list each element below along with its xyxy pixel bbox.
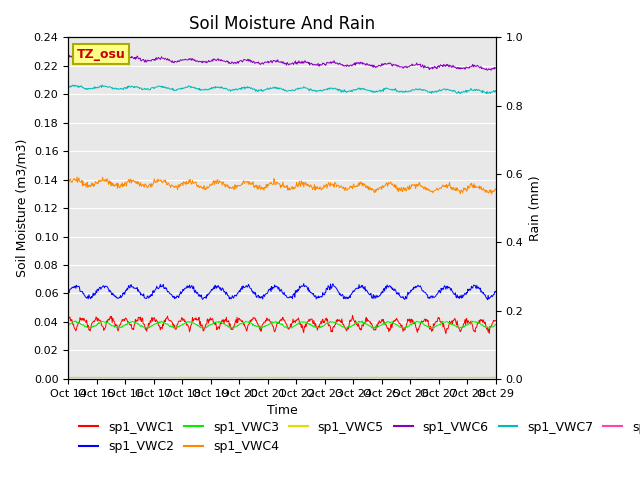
- sp1_VWC2: [300, 281, 308, 287]
- sp1_VWC2: [159, 281, 167, 287]
- sp1_Rain: [64, 376, 72, 382]
- sp1_VWC2: [116, 295, 124, 300]
- sp1_VWC7: [73, 83, 81, 88]
- sp1_VWC5: [492, 374, 500, 380]
- sp1_VWC7: [334, 86, 342, 92]
- sp1_VWC7: [116, 86, 124, 92]
- sp1_VWC5: [161, 374, 168, 380]
- sp1_VWC6: [492, 65, 500, 71]
- sp1_VWC5: [117, 374, 125, 380]
- sp1_Rain: [492, 376, 500, 382]
- Line: sp1_VWC6: sp1_VWC6: [68, 55, 496, 70]
- Line: sp1_VWC3: sp1_VWC3: [68, 321, 496, 328]
- sp1_VWC2: [64, 289, 72, 295]
- sp1_VWC7: [64, 84, 72, 90]
- Y-axis label: Rain (mm): Rain (mm): [529, 175, 542, 241]
- Line: sp1_VWC2: sp1_VWC2: [68, 284, 496, 300]
- sp1_VWC4: [73, 174, 81, 180]
- sp1_VWC7: [69, 82, 77, 88]
- Text: TZ_osu: TZ_osu: [77, 48, 125, 60]
- sp1_VWC3: [72, 318, 80, 324]
- sp1_VWC3: [64, 322, 72, 327]
- sp1_VWC4: [116, 183, 124, 189]
- sp1_VWC3: [182, 320, 190, 326]
- sp1_VWC1: [182, 320, 190, 325]
- sp1_VWC3: [116, 324, 124, 330]
- sp1_VWC1: [333, 319, 341, 325]
- Line: sp1_VWC7: sp1_VWC7: [68, 85, 496, 94]
- sp1_Rain: [116, 376, 124, 382]
- sp1_VWC2: [346, 295, 354, 300]
- sp1_VWC4: [72, 177, 80, 182]
- sp1_VWC2: [72, 286, 80, 291]
- sp1_VWC2: [334, 288, 342, 293]
- sp1_VWC4: [160, 178, 168, 183]
- sp1_VWC6: [334, 60, 342, 66]
- sp1_VWC6: [160, 56, 168, 61]
- sp1_Rain: [346, 376, 353, 382]
- sp1_VWC7: [182, 85, 190, 91]
- sp1_VWC5: [334, 374, 342, 380]
- sp1_VWC4: [492, 186, 500, 192]
- sp1_Rain: [182, 376, 190, 382]
- Y-axis label: Soil Moisture (m3/m3): Soil Moisture (m3/m3): [15, 139, 28, 277]
- sp1_VWC4: [64, 181, 72, 187]
- sp1_VWC3: [160, 319, 168, 325]
- sp1_VWC1: [492, 318, 500, 324]
- sp1_VWC7: [492, 88, 500, 94]
- sp1_VWC6: [99, 52, 107, 58]
- sp1_VWC3: [346, 324, 354, 330]
- sp1_VWC7: [456, 91, 464, 96]
- sp1_VWC3: [371, 325, 379, 331]
- sp1_VWC6: [72, 53, 80, 59]
- sp1_VWC5: [73, 374, 81, 380]
- sp1_VWC1: [116, 322, 124, 328]
- sp1_VWC1: [72, 328, 80, 334]
- sp1_VWC4: [346, 183, 354, 189]
- sp1_VWC7: [160, 84, 168, 90]
- sp1_Rain: [72, 376, 80, 382]
- X-axis label: Time: Time: [267, 404, 298, 417]
- sp1_Rain: [159, 376, 167, 382]
- sp1_VWC4: [334, 183, 342, 189]
- sp1_VWC4: [488, 191, 495, 197]
- sp1_VWC5: [72, 374, 80, 380]
- sp1_VWC6: [116, 56, 124, 62]
- sp1_VWC3: [492, 322, 500, 327]
- sp1_VWC1: [442, 331, 450, 336]
- sp1_VWC1: [159, 323, 167, 328]
- sp1_VWC6: [64, 55, 72, 61]
- sp1_VWC1: [64, 315, 72, 321]
- sp1_VWC2: [484, 297, 492, 303]
- sp1_VWC4: [182, 179, 190, 184]
- sp1_VWC5: [347, 374, 355, 380]
- sp1_VWC2: [182, 286, 190, 291]
- sp1_VWC3: [73, 319, 81, 324]
- sp1_VWC6: [346, 63, 354, 69]
- sp1_Rain: [333, 376, 341, 382]
- sp1_VWC1: [349, 312, 356, 318]
- sp1_VWC7: [346, 88, 354, 94]
- sp1_VWC3: [334, 321, 342, 327]
- sp1_VWC5: [64, 375, 72, 381]
- sp1_VWC6: [182, 57, 190, 63]
- sp1_VWC5: [183, 374, 191, 380]
- sp1_VWC1: [346, 319, 353, 324]
- sp1_VWC5: [104, 375, 112, 381]
- sp1_VWC2: [492, 288, 500, 294]
- Line: sp1_VWC1: sp1_VWC1: [68, 315, 496, 334]
- Line: sp1_VWC5: sp1_VWC5: [68, 377, 496, 378]
- sp1_VWC6: [487, 67, 495, 73]
- Title: Soil Moisture And Rain: Soil Moisture And Rain: [189, 15, 375, 33]
- Line: sp1_VWC4: sp1_VWC4: [68, 177, 496, 194]
- Legend: sp1_VWC1, sp1_VWC2, sp1_VWC3, sp1_VWC4, sp1_VWC5, sp1_VWC6, sp1_VWC7, sp1_Rain: sp1_VWC1, sp1_VWC2, sp1_VWC3, sp1_VWC4, …: [74, 416, 640, 458]
